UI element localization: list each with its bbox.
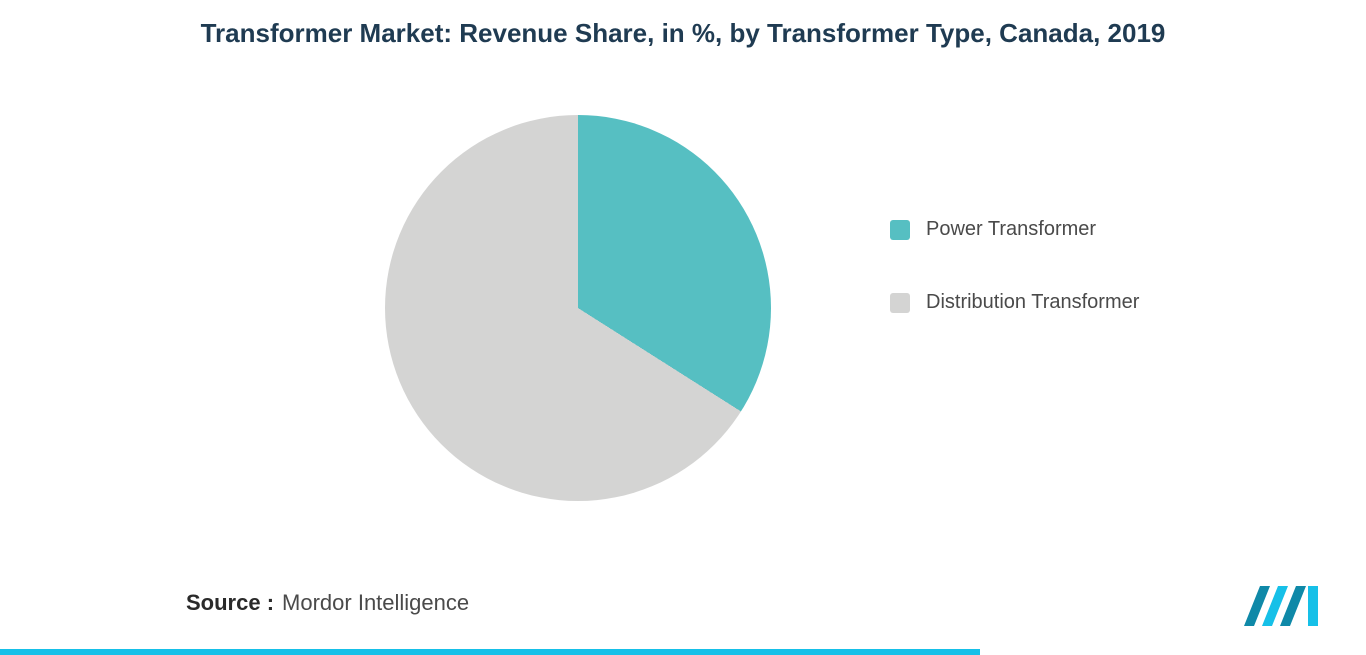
source-attribution: Source : Mordor Intelligence xyxy=(186,590,469,616)
legend: Power Transformer Distribution Transform… xyxy=(890,218,1139,314)
source-value: Mordor Intelligence xyxy=(282,590,469,616)
legend-item-power: Power Transformer xyxy=(890,218,1139,241)
legend-swatch xyxy=(890,293,910,313)
legend-label: Power Transformer xyxy=(926,218,1096,241)
source-label: Source : xyxy=(186,590,274,616)
pie-chart xyxy=(385,115,771,501)
legend-label: Distribution Transformer xyxy=(926,291,1139,314)
accent-bar xyxy=(0,649,980,655)
legend-swatch xyxy=(890,220,910,240)
legend-item-distribution: Distribution Transformer xyxy=(890,291,1139,314)
brand-logo-svg xyxy=(1240,580,1328,632)
brand-logo-icon xyxy=(1240,580,1328,637)
pie-disc xyxy=(385,115,771,501)
chart-title: Transformer Market: Revenue Share, in %,… xyxy=(0,18,1366,49)
chart-canvas: Transformer Market: Revenue Share, in %,… xyxy=(0,0,1366,655)
